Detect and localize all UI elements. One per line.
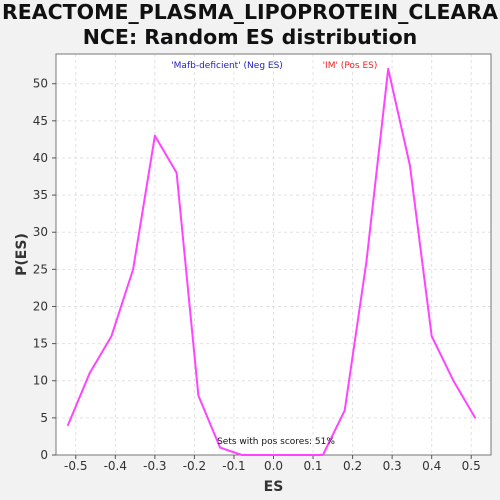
data-point [453,380,455,382]
data-point [306,454,308,456]
y-axis-label: P(ES) [14,233,30,276]
data-point [285,454,287,456]
data-point [154,135,156,137]
y-tick-label: 45 [33,114,48,128]
data-point [431,335,433,337]
x-tick-label: -0.2 [183,459,206,473]
data-point [219,447,221,449]
y-tick-label: 35 [33,188,48,202]
y-tick-label: 25 [33,262,48,276]
data-point [366,261,368,263]
x-tick-label: 0.4 [422,459,441,473]
x-tick-label: -0.3 [143,459,166,473]
data-point [89,373,91,375]
y-tick-label: 5 [40,411,48,425]
legend-entry: 'Mafb-deficient' (Neg ES) [171,61,283,71]
x-tick-label: 0.5 [462,459,481,473]
x-tick-label: -0.5 [64,459,87,473]
y-tick-label: 10 [33,374,48,388]
y-tick-label: 40 [33,151,48,165]
y-tick-label: 0 [40,448,48,462]
y-tick-label: 30 [33,225,48,239]
x-tick-label: 0.0 [264,459,283,473]
y-tick-label: 20 [33,299,48,313]
data-point [111,335,113,337]
legend-entry: 'IM' (Pos ES) [323,61,378,71]
y-tick-label: 50 [33,77,48,91]
pos-scores-annotation: Sets with pos scores: 51% [217,437,335,447]
data-point [344,410,346,412]
data-point [409,165,411,167]
data-point [322,454,324,456]
x-tick-label: 0.1 [303,459,322,473]
y-tick-label: 15 [33,337,48,351]
data-point [241,454,243,456]
data-point [198,395,200,397]
x-axis-label: ES [264,479,284,495]
data-point [387,68,389,70]
x-tick-label: -0.4 [104,459,127,473]
x-tick-label: -0.1 [222,459,245,473]
x-tick-label: 0.2 [343,459,362,473]
data-point [474,417,476,419]
data-point [176,172,178,174]
data-point [263,454,265,456]
data-point [132,269,134,271]
data-point [67,424,69,426]
x-tick-label: 0.3 [383,459,402,473]
